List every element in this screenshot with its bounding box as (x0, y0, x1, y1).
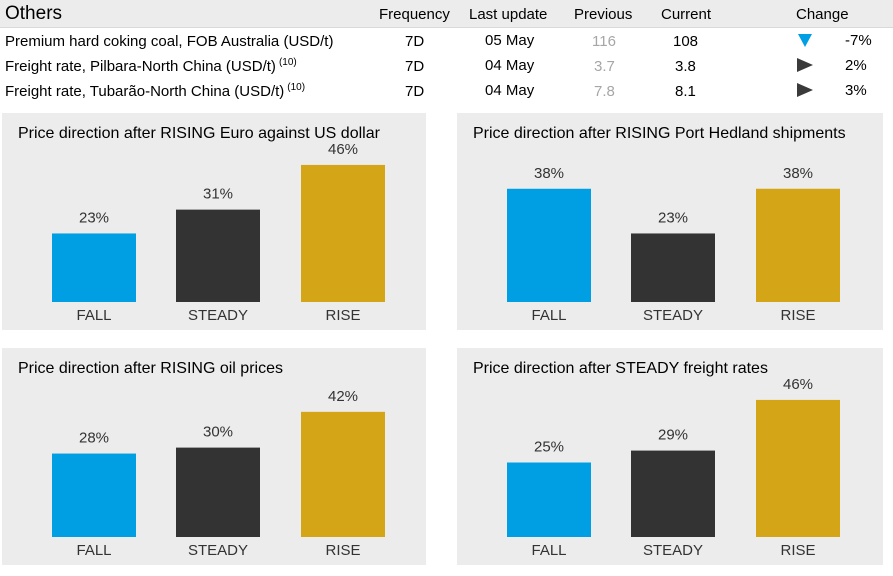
bar-fall (507, 188, 591, 302)
data-label-rise: 38% (783, 165, 813, 182)
category-label-rise: RISE (325, 307, 360, 324)
bar-steady (176, 209, 260, 302)
chart-panel: Price direction after STEADY freight rat… (457, 348, 883, 565)
chart-panel: Price direction after RISING Port Hedlan… (457, 113, 883, 330)
table-header: Others Frequency Last update Previous Cu… (0, 0, 893, 28)
category-label-fall: FALL (76, 307, 111, 324)
row-previous: 7.8 (594, 83, 615, 100)
row-previous: 3.7 (594, 58, 615, 75)
bar-chart: 28% FALL 30% STEADY 42% RISE (52, 388, 385, 559)
chart-title: Price direction after RISING Port Hedlan… (473, 125, 846, 142)
bar-chart: 38% FALL 23% STEADY 38% RISE (507, 165, 840, 324)
data-label-steady: 29% (658, 427, 688, 444)
row-last-update: 04 May (485, 82, 535, 99)
category-label-steady: STEADY (188, 542, 248, 559)
category-label-steady: STEADY (188, 307, 248, 324)
row-label: Premium hard coking coal, FOB Australia … (5, 33, 334, 50)
table-row: Freight rate, Pilbara-North China (USD/t… (0, 55, 893, 80)
chart-panel: Price direction after RISING oil prices … (2, 348, 426, 565)
row-frequency: 7D (405, 58, 425, 75)
data-label-rise: 46% (783, 376, 813, 393)
data-label-fall: 23% (79, 209, 109, 226)
header-last-update: Last update (469, 6, 548, 23)
data-label-rise: 42% (328, 388, 358, 405)
bar-fall (52, 233, 136, 302)
row-last-update: 04 May (485, 57, 535, 74)
chart-title: Price direction after RISING Euro agains… (18, 125, 380, 142)
data-label-steady: 30% (203, 424, 233, 441)
chart-title: Price direction after STEADY freight rat… (473, 360, 768, 377)
category-label-fall: FALL (76, 542, 111, 559)
category-label-steady: STEADY (643, 307, 703, 324)
bar-chart: 23% FALL 31% STEADY 46% RISE (52, 141, 385, 324)
header-previous: Previous (574, 6, 633, 23)
data-label-steady: 23% (658, 209, 688, 226)
bar-steady (631, 450, 715, 537)
header-change: Change (796, 6, 849, 23)
table-title: Others (5, 3, 63, 24)
row-label: Freight rate, Tubarão-North China (USD/t… (5, 82, 306, 100)
down-triangle-icon (798, 34, 812, 47)
header-frequency: Frequency (379, 6, 450, 23)
bar-rise (756, 399, 840, 537)
data-label-fall: 28% (79, 430, 109, 447)
data-label-steady: 31% (203, 186, 233, 203)
right-triangle-icon (797, 83, 813, 97)
bar-rise (301, 164, 385, 302)
bar-rise (756, 188, 840, 302)
chart-title: Price direction after RISING oil prices (18, 360, 283, 377)
category-label-fall: FALL (531, 542, 566, 559)
table-row: Premium hard coking coal, FOB Australia … (0, 30, 893, 55)
data-label-fall: 38% (534, 165, 564, 182)
row-frequency: 7D (405, 33, 425, 50)
row-label: Freight rate, Pilbara-North China (USD/t… (5, 57, 297, 75)
bar-fall (507, 462, 591, 537)
row-current: 3.8 (675, 58, 696, 75)
row-change: -7% (845, 32, 872, 49)
bar-fall (52, 453, 136, 537)
row-previous: 116 (592, 33, 616, 50)
bar-chart: 25% FALL 29% STEADY 46% RISE (507, 376, 840, 559)
category-label-rise: RISE (325, 542, 360, 559)
category-label-fall: FALL (531, 307, 566, 324)
row-current: 8.1 (675, 83, 696, 100)
header-current: Current (661, 6, 712, 23)
category-label-rise: RISE (780, 307, 815, 324)
row-change: 2% (845, 57, 867, 74)
data-label-rise: 46% (328, 141, 358, 158)
right-triangle-icon (797, 58, 813, 72)
category-label-rise: RISE (780, 542, 815, 559)
data-label-fall: 25% (534, 439, 564, 456)
bar-steady (176, 447, 260, 537)
row-current: 108 (673, 33, 699, 50)
bar-rise (301, 411, 385, 537)
row-change: 3% (845, 82, 867, 99)
table-row: Freight rate, Tubarão-North China (USD/t… (0, 80, 893, 105)
row-frequency: 7D (405, 83, 425, 100)
category-label-steady: STEADY (643, 542, 703, 559)
chart-panel: Price direction after RISING Euro agains… (2, 113, 426, 330)
bar-steady (631, 233, 715, 302)
row-last-update: 05 May (485, 32, 535, 49)
